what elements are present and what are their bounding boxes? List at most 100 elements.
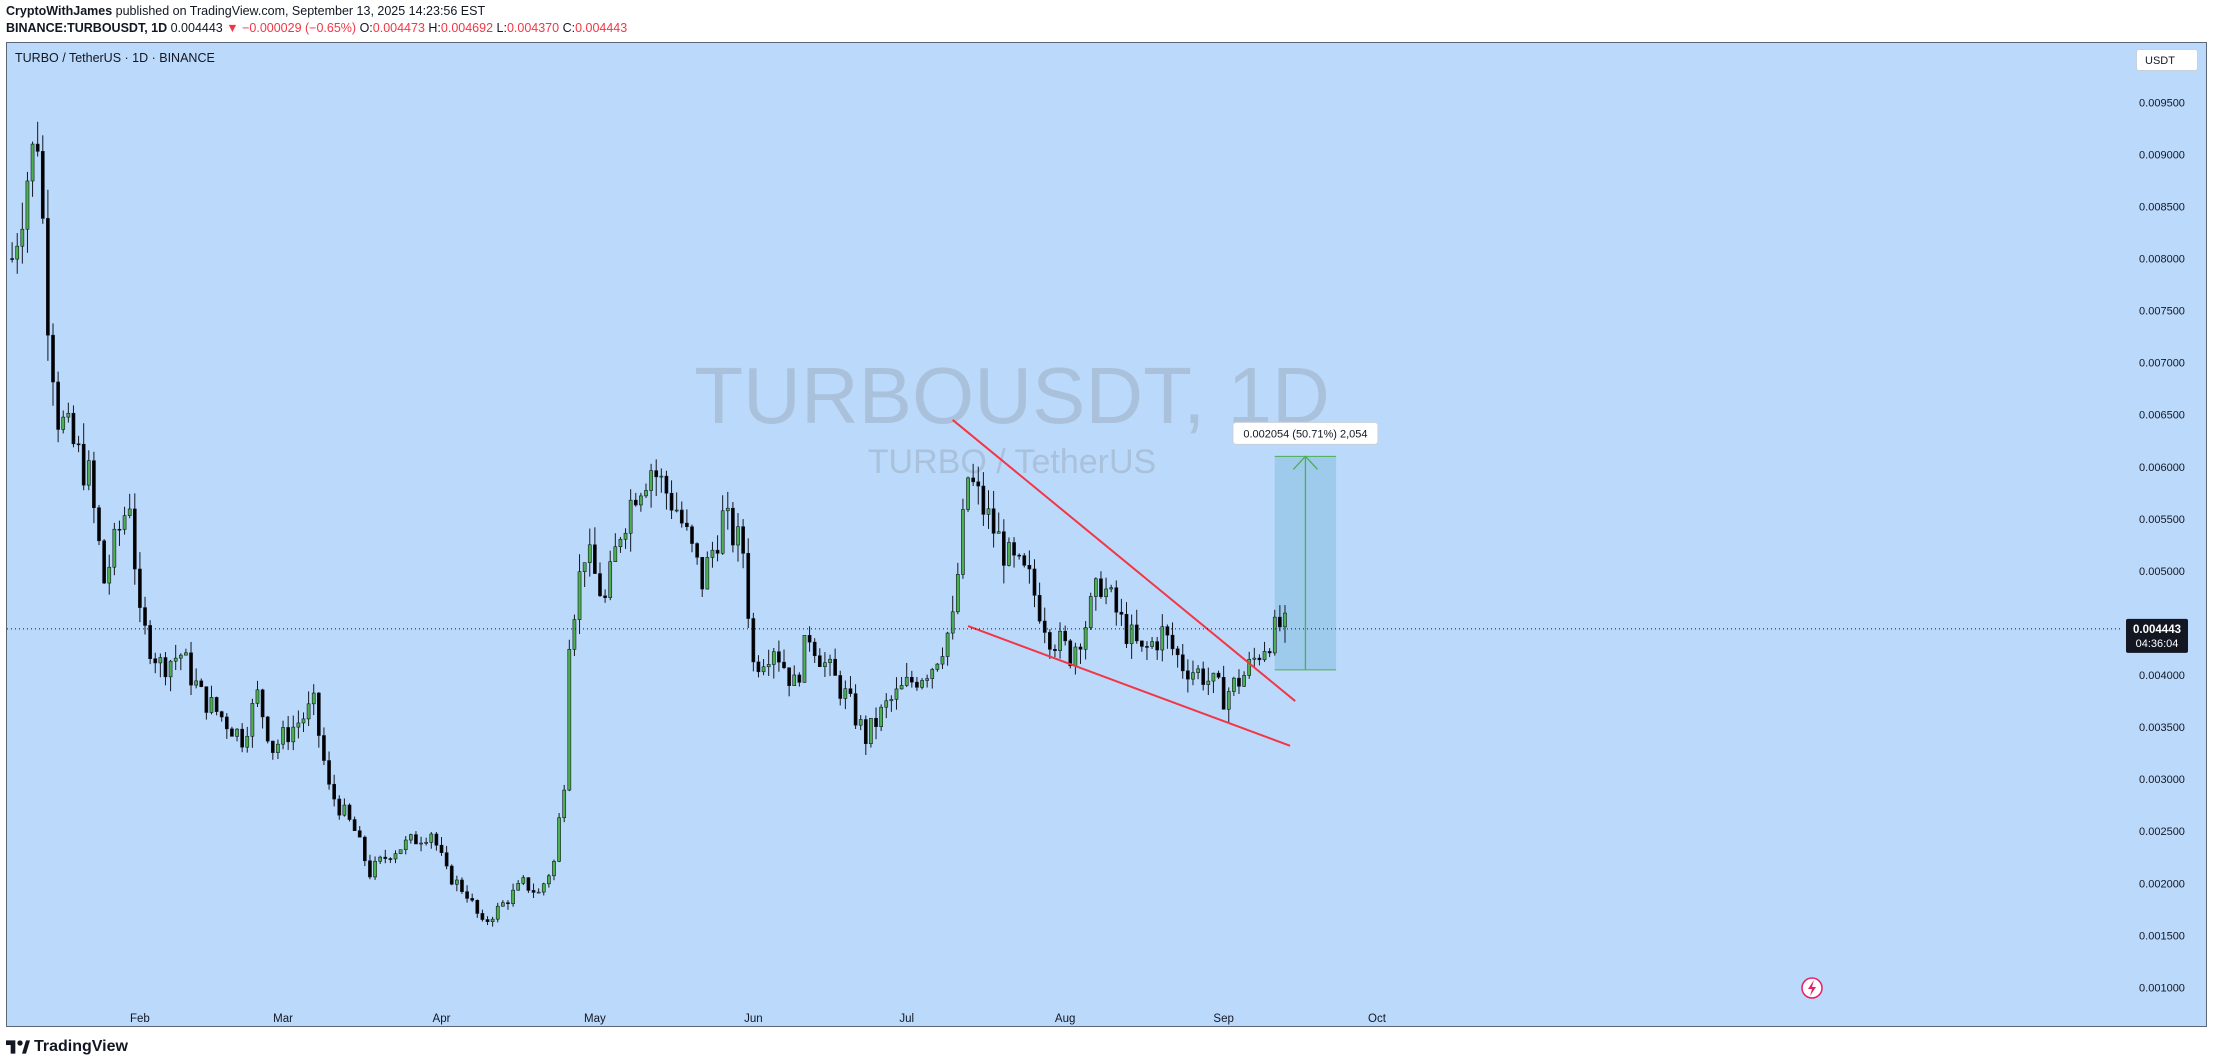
y-tick-label: 0.005000 — [2139, 566, 2185, 578]
candle-up — [521, 877, 526, 884]
bar-countdown: 04:36:04 — [2136, 638, 2179, 650]
candle-down — [679, 509, 684, 524]
candle-down — [92, 460, 96, 509]
open-label: O: — [359, 21, 373, 35]
candle-up — [792, 674, 797, 687]
candle-down — [1216, 672, 1221, 678]
watermark-description: TURBO / TetherUS — [868, 443, 1156, 481]
candle-up — [587, 544, 592, 563]
y-tick-label: 0.004000 — [2139, 670, 2185, 682]
x-tick-label: Feb — [130, 1013, 150, 1025]
candle-down — [1119, 611, 1124, 615]
chart-canvas[interactable]: TURBOUSDT, 1D TURBO / TetherUS 0.009500 0… — [7, 43, 2207, 1027]
candle-down — [817, 655, 822, 667]
candle-down — [690, 526, 694, 544]
candle-up — [1109, 587, 1114, 590]
candle-up — [107, 566, 112, 584]
tradingview-logo[interactable]: TradingView — [6, 1032, 128, 1062]
candle-down — [787, 667, 791, 687]
candle-up — [1160, 626, 1165, 651]
candle-down — [322, 735, 326, 761]
candle-down — [40, 151, 45, 219]
price-change: −0.000029 (−0.65%) — [242, 21, 357, 35]
candle-down — [526, 877, 531, 891]
bolt-icon[interactable] — [1801, 977, 1823, 999]
candle-down — [357, 830, 362, 838]
low-value: 0.004370 — [506, 21, 560, 35]
wedge-upper-trendline[interactable] — [952, 419, 1296, 702]
candle-down — [71, 412, 76, 445]
candle-up — [536, 891, 541, 894]
candle-down — [971, 477, 975, 483]
candle-up — [1252, 657, 1257, 660]
candle-up — [771, 651, 776, 665]
currency-selector[interactable]: USDT — [2136, 49, 2198, 71]
candle-down — [853, 693, 858, 726]
candle-down — [700, 556, 705, 590]
x-tick-label: Sep — [1213, 1013, 1233, 1025]
candle-up — [1104, 588, 1108, 598]
candle-up — [950, 611, 955, 634]
candle-down — [132, 508, 137, 570]
candle-down — [1165, 626, 1170, 636]
candle-up — [945, 632, 950, 657]
chart-area[interactable]: TURBOUSDT, 1D TURBO / TetherUS 0.009500 0… — [6, 42, 2207, 1027]
candle-up — [547, 875, 551, 885]
candle-up — [552, 861, 556, 877]
candle-up — [710, 549, 715, 558]
candle-down — [598, 573, 602, 597]
candle-down — [1068, 640, 1073, 667]
candle-up — [1283, 612, 1287, 628]
candle-down — [991, 508, 996, 534]
candle-down — [669, 492, 674, 511]
watermark: TURBOUSDT, 1D TURBO / TetherUS — [694, 351, 1330, 481]
y-tick-label: 0.007500 — [2139, 306, 2185, 318]
x-tick-label: Oct — [1368, 1013, 1387, 1025]
candle-down — [388, 858, 393, 860]
candle-up — [409, 834, 413, 841]
candle-up — [955, 574, 960, 613]
candle-up — [961, 509, 965, 575]
candle-down — [117, 528, 122, 531]
candle-up — [649, 470, 653, 491]
candle-up — [889, 699, 894, 702]
candle-up — [301, 718, 306, 724]
wedge-lower-trendline[interactable] — [967, 625, 1291, 747]
candle-up — [608, 561, 613, 598]
candle-up — [398, 849, 403, 854]
author-name[interactable]: CryptoWithJames — [6, 4, 113, 18]
candle-up — [403, 839, 408, 851]
x-tick-label: Mar — [273, 1013, 293, 1025]
y-tick-label: 0.005500 — [2139, 514, 2185, 526]
candle-up — [66, 412, 71, 418]
candle-down — [1012, 542, 1016, 556]
candle-down — [1063, 630, 1068, 642]
y-tick-label: 0.007000 — [2139, 358, 2185, 370]
candle-up — [541, 883, 546, 893]
candle-down — [1037, 595, 1042, 622]
candle-down — [363, 836, 367, 862]
candle-up — [899, 685, 904, 690]
candle-down — [465, 891, 469, 899]
candle-up — [501, 902, 505, 907]
candle-down — [1114, 587, 1119, 613]
candle-down — [1278, 616, 1282, 628]
candle-up — [725, 507, 730, 512]
candle-up — [879, 706, 883, 727]
candle-down — [874, 717, 878, 727]
candle-down — [327, 760, 331, 785]
candle-up — [276, 743, 280, 753]
candle-down — [1257, 657, 1262, 661]
candle-up — [296, 722, 301, 728]
candle-up — [168, 660, 173, 678]
candle-up — [1242, 675, 1246, 687]
candle-down — [915, 681, 919, 688]
candle-down — [1048, 632, 1052, 650]
chart-symbol-title[interactable]: TURBO / TetherUS · 1D · BINANCE — [15, 51, 215, 65]
candle-down — [506, 902, 510, 905]
candle-down — [102, 540, 106, 584]
candle-up — [30, 143, 35, 182]
candle-down — [414, 834, 418, 845]
candle-up — [1247, 658, 1252, 676]
candle-up — [618, 538, 623, 548]
